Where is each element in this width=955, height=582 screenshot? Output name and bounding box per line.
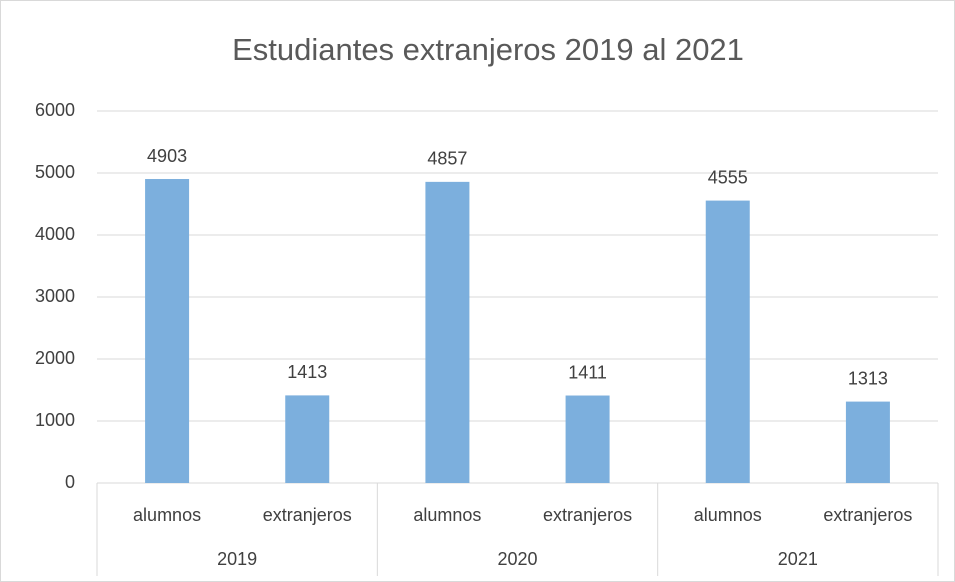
data-label: 4857 bbox=[427, 149, 467, 169]
x-tick-label: extranjeros bbox=[263, 505, 352, 525]
y-tick-label: 2000 bbox=[35, 348, 75, 368]
data-label: 4555 bbox=[708, 167, 748, 187]
group-label: 2019 bbox=[217, 549, 257, 569]
y-tick-label: 5000 bbox=[35, 162, 75, 182]
y-tick-label: 6000 bbox=[35, 100, 75, 120]
x-tick-label: extranjeros bbox=[543, 505, 632, 525]
y-tick-label: 4000 bbox=[35, 224, 75, 244]
y-tick-label: 0 bbox=[65, 472, 75, 492]
x-tick-label: alumnos bbox=[413, 505, 481, 525]
y-tick-label: 3000 bbox=[35, 286, 75, 306]
data-label: 1411 bbox=[568, 362, 607, 382]
bar bbox=[425, 181, 470, 483]
bar bbox=[145, 179, 190, 483]
y-tick-label: 1000 bbox=[35, 410, 75, 430]
group-label: 2020 bbox=[497, 549, 537, 569]
x-tick-label: extranjeros bbox=[823, 505, 912, 525]
bar bbox=[705, 200, 750, 483]
chart-title: Estudiantes extranjeros 2019 al 2021 bbox=[232, 32, 744, 67]
bar bbox=[285, 395, 330, 483]
data-label: 1413 bbox=[287, 362, 327, 382]
x-tick-label: alumnos bbox=[694, 505, 762, 525]
bar bbox=[565, 395, 610, 483]
data-label: 4903 bbox=[147, 146, 187, 166]
data-label: 1313 bbox=[848, 368, 888, 388]
group-label: 2021 bbox=[778, 549, 818, 569]
x-tick-label: alumnos bbox=[133, 505, 201, 525]
bar bbox=[845, 401, 890, 483]
